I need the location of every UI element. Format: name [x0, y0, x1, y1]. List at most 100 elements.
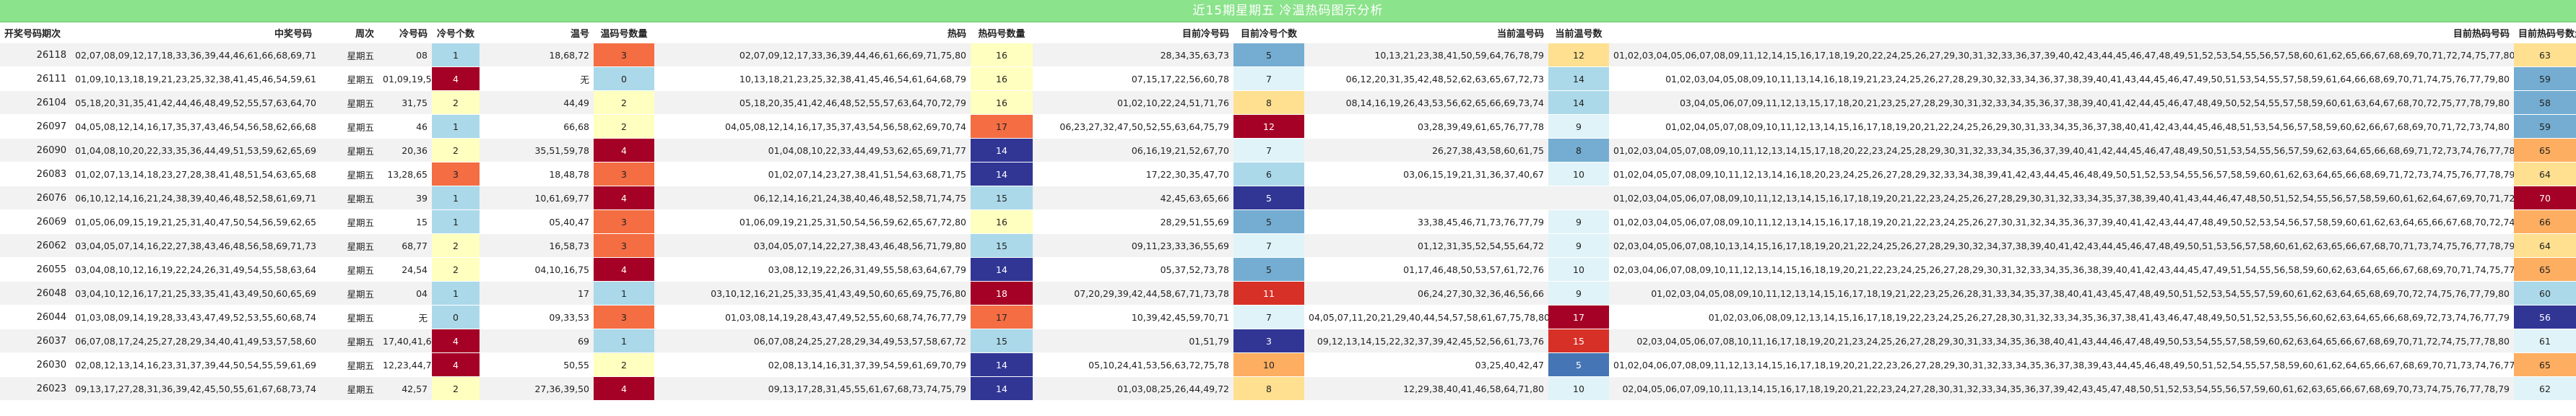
cell-cold-count: 1: [432, 43, 480, 67]
cell-cur-warm: 06,12,20,31,35,42,48,52,62,63,65,67,72,7…: [1304, 66, 1548, 91]
cell-period: 26069: [0, 209, 71, 234]
cell-cold-count: 1: [432, 186, 480, 210]
cell-cold: 13,28,65: [378, 162, 432, 186]
table-row: 26076 06,10,12,14,16,21,24,38,39,40,46,48…: [0, 186, 2576, 210]
cell-cur-cold: 42,45,63,65,66: [1033, 186, 1233, 210]
cell-warm-count: 4: [594, 376, 654, 401]
cell-cur-cold-count: 11: [1233, 281, 1304, 306]
cell-hot: 02,08,13,14,16,31,37,39,54,59,61,69,70,7…: [654, 352, 971, 377]
cell-cur-hot-count: 64: [2514, 233, 2576, 258]
cell-period: 26097: [0, 114, 71, 139]
cell-warm: 05,40,47: [480, 209, 594, 234]
cell-warm-count: 3: [594, 43, 654, 67]
cell-hot-count: 17: [971, 114, 1033, 139]
cell-numbers: 01,09,10,13,18,19,21,23,25,32,38,41,45,4…: [71, 66, 316, 91]
cell-hot: 03,10,12,16,21,25,33,35,41,43,49,50,60,6…: [654, 281, 971, 306]
table-row: 26083 01,02,07,13,14,18,23,27,28,38,41,48…: [0, 162, 2576, 186]
cell-cur-warm: [1304, 186, 1548, 210]
table-row: 26030 02,08,12,13,14,16,23,31,37,39,44,50…: [0, 352, 2576, 377]
cell-numbers: 09,13,17,27,28,31,36,39,42,45,50,55,61,6…: [71, 376, 316, 401]
cell-warm: 18,48,78: [480, 162, 594, 186]
cell-weekday: 星期五: [316, 114, 378, 139]
cell-warm-count: 0: [594, 66, 654, 91]
cell-hot: 01,02,07,14,23,27,38,41,51,54,63,68,71,7…: [654, 162, 971, 186]
cell-hot: 10,13,18,21,23,25,32,38,41,45,46,54,61,6…: [654, 66, 971, 91]
cell-cold-count: 3: [432, 162, 480, 186]
cell-cur-warm-count: 14: [1548, 90, 1609, 115]
cell-cur-warm: 01,17,46,48,50,53,57,61,72,76: [1304, 257, 1548, 282]
cell-cold-count: 2: [432, 257, 480, 282]
col-header-numbers: 中奖号码: [71, 22, 316, 43]
cell-cur-hot: 01,02,04,05,07,08,09,10,11,12,13,14,15,1…: [1609, 114, 2514, 139]
col-header-hot-count: 热码号数量: [971, 22, 1033, 43]
cell-cur-warm-count: 9: [1548, 233, 1609, 258]
cell-cur-hot-count: 59: [2514, 114, 2576, 139]
cell-period: 26048: [0, 281, 71, 306]
cell-cur-warm: 10,13,21,23,38,41,50,59,64,76,78,79: [1304, 43, 1548, 67]
table-row: 26062 03,04,05,07,14,16,22,27,38,43,46,48…: [0, 233, 2576, 258]
col-header-cur-cold-count: 目前冷号个数: [1233, 22, 1304, 43]
cell-cur-warm-count: 9: [1548, 209, 1609, 234]
cell-cur-warm: 03,28,39,49,61,65,76,77,78: [1304, 114, 1548, 139]
cell-cur-hot-count: 60: [2514, 281, 2576, 306]
cell-cold-count: 1: [432, 281, 480, 306]
cell-hot-count: 15: [971, 186, 1033, 210]
cell-cur-cold-count: 7: [1233, 305, 1304, 329]
cell-cold: 无: [378, 305, 432, 329]
cell-warm: 09,33,53: [480, 305, 594, 329]
cell-period: 26030: [0, 352, 71, 377]
cell-cur-cold: 01,51,79: [1033, 329, 1233, 353]
cell-cur-warm-count: 8: [1548, 138, 1609, 162]
cell-cur-warm-count: 15: [1548, 329, 1609, 353]
cell-hot: 09,13,17,28,31,45,55,61,67,68,73,74,75,7…: [654, 376, 971, 401]
cell-numbers: 03,04,05,07,14,16,22,27,38,43,46,48,56,5…: [71, 233, 316, 258]
cell-cur-hot: 01,02,03,04,05,08,09,10,11,13,14,16,18,1…: [1609, 66, 2514, 91]
cell-weekday: 星期五: [316, 209, 378, 234]
cell-weekday: 星期五: [316, 281, 378, 306]
cell-numbers: 03,04,08,10,12,16,19,22,24,26,31,49,54,5…: [71, 257, 316, 282]
cell-cur-hot-count: 65: [2514, 352, 2576, 377]
cell-period: 26023: [0, 376, 71, 401]
cell-period: 26044: [0, 305, 71, 329]
cell-warm: 无: [480, 66, 594, 91]
cell-weekday: 星期五: [316, 257, 378, 282]
cell-cold-count: 4: [432, 329, 480, 353]
cell-numbers: 02,07,08,09,12,17,18,33,36,39,44,46,61,6…: [71, 43, 316, 67]
cell-cold-count: 1: [432, 114, 480, 139]
cell-warm: 17: [480, 281, 594, 306]
col-header-hot: 热码: [654, 22, 971, 43]
cell-hot-count: 14: [971, 352, 1033, 377]
cell-cur-warm: 04,05,07,11,20,21,29,40,44,54,57,58,61,6…: [1304, 305, 1548, 329]
table-row: 26097 04,05,08,12,14,16,17,35,37,43,46,54…: [0, 114, 2576, 139]
cell-cur-warm-count: 10: [1548, 376, 1609, 401]
cell-cold: 17,40,41,60: [378, 329, 432, 353]
cell-cur-warm: 12,29,38,40,41,46,58,64,71,80: [1304, 376, 1548, 401]
cell-warm-count: 2: [594, 114, 654, 139]
cell-cur-cold-count: 3: [1233, 329, 1304, 353]
cell-hot-count: 16: [971, 209, 1033, 234]
cell-warm-count: 1: [594, 329, 654, 353]
col-header-cur-cold: 目前冷号码: [1033, 22, 1233, 43]
cell-cur-hot: 01,02,04,06,07,08,09,11,12,13,14,15,16,1…: [1609, 352, 2514, 377]
cell-hot-count: 16: [971, 90, 1033, 115]
cell-warm-count: 2: [594, 352, 654, 377]
cell-cur-cold-count: 7: [1233, 233, 1304, 258]
cell-cur-warm: 06,24,27,30,32,36,46,56,66: [1304, 281, 1548, 306]
cell-period: 26111: [0, 66, 71, 91]
cell-cold: 15: [378, 209, 432, 234]
cell-warm-count: 4: [594, 186, 654, 210]
cell-hot-count: 14: [971, 138, 1033, 162]
cell-numbers: 02,08,12,13,14,16,23,31,37,39,44,50,54,5…: [71, 352, 316, 377]
cell-warm: 16,58,73: [480, 233, 594, 258]
cell-warm: 27,36,39,50: [480, 376, 594, 401]
cell-cold-count: 4: [432, 352, 480, 377]
cell-weekday: 星期五: [316, 162, 378, 186]
cell-warm: 50,55: [480, 352, 594, 377]
cell-cur-cold: 07,20,29,39,42,44,58,67,71,73,78: [1033, 281, 1233, 306]
col-header-weekday: 周次: [316, 22, 378, 43]
table-row: 26023 09,13,17,27,28,31,36,39,42,45,50,55…: [0, 376, 2576, 401]
cell-hot: 06,07,08,24,25,27,28,29,34,49,53,57,58,6…: [654, 329, 971, 353]
cell-cur-cold-count: 7: [1233, 66, 1304, 91]
cell-cur-warm: 09,12,13,14,15,22,32,37,39,42,45,52,56,6…: [1304, 329, 1548, 353]
cell-weekday: 星期五: [316, 66, 378, 91]
